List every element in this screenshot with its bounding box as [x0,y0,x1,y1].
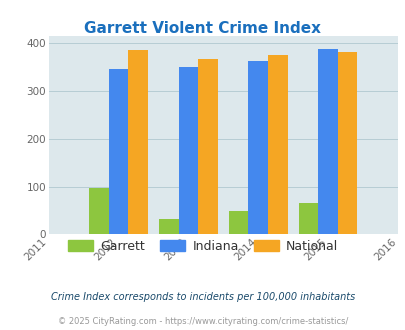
Text: © 2025 CityRating.com - https://www.cityrating.com/crime-statistics/: © 2025 CityRating.com - https://www.city… [58,317,347,326]
Bar [298,203,318,234]
Bar [248,61,267,234]
Bar [128,50,147,234]
Bar [228,211,248,234]
Bar [198,59,217,234]
Legend: Garrett, Indiana, National: Garrett, Indiana, National [62,235,343,258]
Bar [159,218,178,234]
Bar [178,67,198,234]
Bar [89,188,109,234]
Bar [109,69,128,234]
Text: Crime Index corresponds to incidents per 100,000 inhabitants: Crime Index corresponds to incidents per… [51,292,354,302]
Bar [318,49,337,234]
Bar [337,51,356,234]
Bar [267,55,287,234]
Text: Garrett Violent Crime Index: Garrett Violent Crime Index [84,21,321,36]
